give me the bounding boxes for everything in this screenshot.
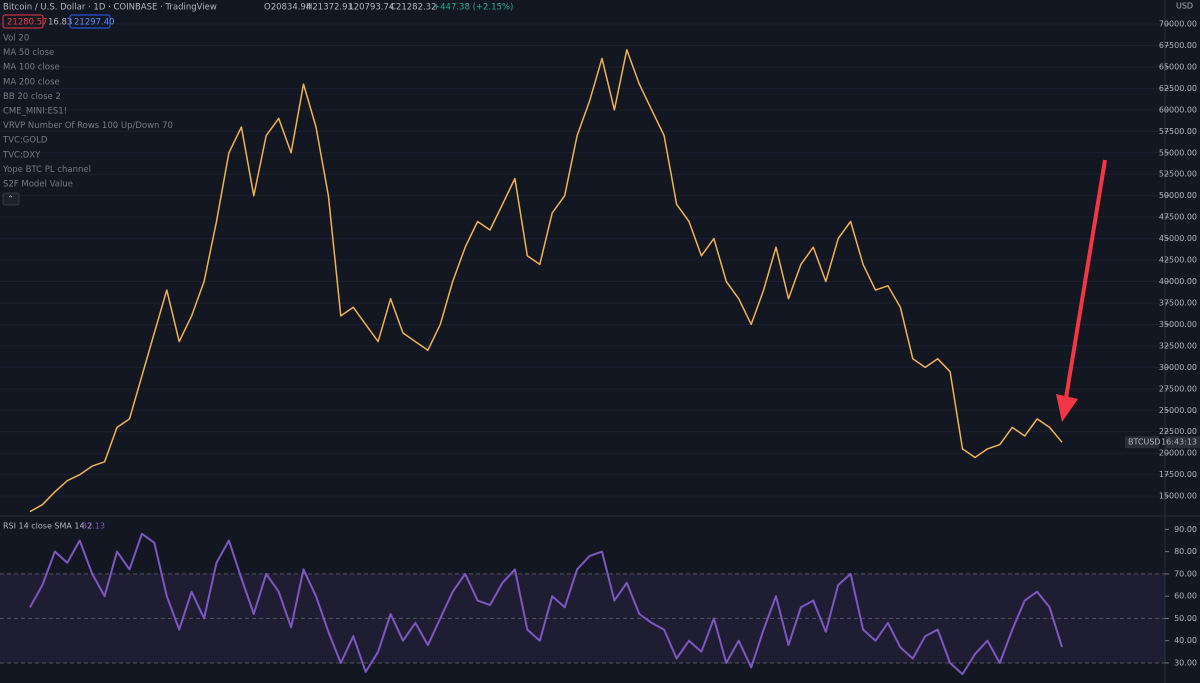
arrow <box>1064 159 1107 399</box>
change: +447.38 (+2.15%) <box>433 3 513 13</box>
y-tick-label: 30000.00 <box>1159 363 1197 372</box>
symbol: Bitcoin / U.S. Dollar · 1D · COINBASE · … <box>3 3 217 13</box>
indicator: S2F Model Value <box>3 180 73 190</box>
last-label-box <box>1125 436 1159 449</box>
close: C21282.32 <box>390 3 437 13</box>
price-line <box>29 49 1063 513</box>
y-tick-label: 27500.00 <box>1159 384 1197 393</box>
header: Bitcoin / U.S. Dollar · 1D · COINBASE · … <box>2 3 513 206</box>
buy[interactable]: 21297.40 <box>74 18 115 28</box>
last-label: BTCUSD <box>1128 438 1161 447</box>
collapse-icon[interactable]: ⌃ <box>7 195 14 205</box>
arrow-head <box>1056 394 1078 422</box>
y-tick-label: 50000.00 <box>1159 191 1197 200</box>
indicator: Yope BTC PL channel <box>2 165 91 175</box>
y-tick-label: 70.00 <box>1174 569 1197 578</box>
marks <box>29 49 1063 676</box>
y-tick-label: 62500.00 <box>1159 84 1197 93</box>
spread: 16.83 <box>48 18 72 28</box>
sell[interactable]: 21280.57 <box>7 18 48 28</box>
high: H21372.93 <box>306 3 353 13</box>
indicator: CME_MINI:ES1! <box>3 107 67 117</box>
currency-label: USD <box>1176 2 1193 11</box>
sell-box[interactable] <box>2 14 44 29</box>
low: L20793.74 <box>349 3 394 13</box>
y-tick-label: 40000.00 <box>1159 277 1197 286</box>
indicator: BB 20 close 2 <box>3 92 61 102</box>
open: O20834.94 <box>264 3 311 13</box>
y-tick-label: 30.00 <box>1174 658 1197 667</box>
y-tick-label: 60000.00 <box>1159 105 1197 114</box>
y-tick-label: 45000.00 <box>1159 234 1197 243</box>
collapse-button[interactable] <box>2 192 20 206</box>
y-tick-label: 67500.00 <box>1159 41 1197 50</box>
countdown-box <box>1166 436 1200 449</box>
y-tick-label: 55000.00 <box>1159 148 1197 157</box>
y-tick-label: 20000.00 <box>1159 449 1197 458</box>
y-tick-label: 65000.00 <box>1159 62 1197 71</box>
y-tick-label: 52500.00 <box>1159 170 1197 179</box>
indicator: MA 100 close <box>3 63 60 73</box>
buy-box[interactable] <box>69 14 111 29</box>
y-tick-label: 25000.00 <box>1159 406 1197 415</box>
y-tick-label: 70000.00 <box>1159 20 1197 29</box>
y-tick-label: 22500.00 <box>1159 427 1197 436</box>
rsi-line <box>29 532 1063 676</box>
indicator: TVC:GOLD <box>2 136 48 146</box>
y-tick-label: 32500.00 <box>1159 341 1197 350</box>
y-tick-label: 90.00 <box>1174 525 1197 534</box>
rsi-name: RSI 14 close SMA 14 2 <box>3 522 92 531</box>
y-tick-label: 57500.00 <box>1159 127 1197 136</box>
y-tick-label: 80.00 <box>1174 547 1197 556</box>
indicator: TVC:DXY <box>2 150 41 160</box>
y-tick-label: 40.00 <box>1174 636 1197 645</box>
rsi-value: 37.13 <box>82 522 105 531</box>
y-tick-label: 60.00 <box>1174 592 1197 601</box>
y-tick-label: 47500.00 <box>1159 213 1197 222</box>
y-tick-label: 50.00 <box>1174 614 1197 623</box>
y-tick-label: 35000.00 <box>1159 320 1197 329</box>
y-tick-label: 15000.00 <box>1159 492 1197 501</box>
grid: 15000.00 17500.00 20000.00 22500.00 25000.00… <box>0 2 1200 667</box>
y-tick-label: 42500.00 <box>1159 256 1197 265</box>
indicator: VRVP Number Of Rows 100 Up/Down 70 <box>3 121 173 131</box>
y-tick-label: 37500.00 <box>1159 298 1197 307</box>
indicator: MA 200 close <box>3 77 60 87</box>
indicator: MA 50 close <box>3 48 54 58</box>
indicator: Vol 20 <box>3 34 29 44</box>
countdown: 16:43:13 <box>1161 438 1197 447</box>
y-tick-label: 17500.00 <box>1159 470 1197 479</box>
